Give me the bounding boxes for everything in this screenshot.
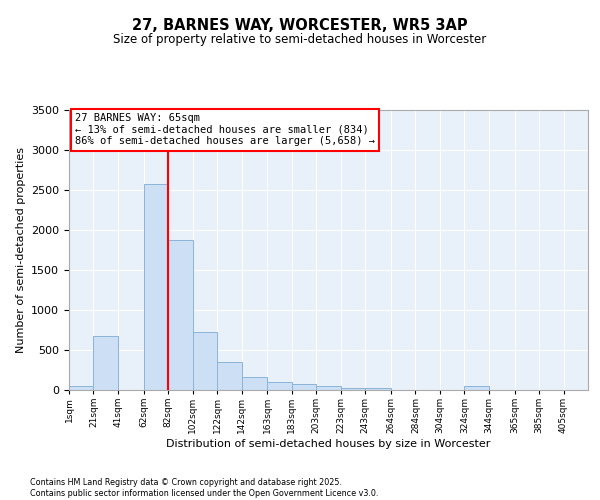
Bar	[292, 384, 316, 390]
Bar	[365, 388, 391, 390]
Bar	[242, 377, 267, 390]
Text: Size of property relative to semi-detached houses in Worcester: Size of property relative to semi-detach…	[113, 32, 487, 46]
Bar	[217, 362, 242, 390]
X-axis label: Distribution of semi-detached houses by size in Worcester: Distribution of semi-detached houses by …	[166, 439, 491, 449]
Bar	[341, 388, 365, 390]
Bar	[143, 184, 168, 390]
Bar	[168, 240, 193, 390]
Y-axis label: Number of semi-detached properties: Number of semi-detached properties	[16, 147, 26, 353]
Bar	[193, 332, 217, 390]
Bar	[94, 336, 118, 390]
Text: Contains HM Land Registry data © Crown copyright and database right 2025.
Contai: Contains HM Land Registry data © Crown c…	[30, 478, 379, 498]
Bar	[267, 382, 292, 390]
Bar	[69, 386, 94, 390]
Bar	[316, 386, 341, 390]
Text: 27, BARNES WAY, WORCESTER, WR5 3AP: 27, BARNES WAY, WORCESTER, WR5 3AP	[132, 18, 468, 32]
Text: 27 BARNES WAY: 65sqm
← 13% of semi-detached houses are smaller (834)
86% of semi: 27 BARNES WAY: 65sqm ← 13% of semi-detac…	[75, 113, 375, 146]
Bar	[464, 386, 489, 390]
